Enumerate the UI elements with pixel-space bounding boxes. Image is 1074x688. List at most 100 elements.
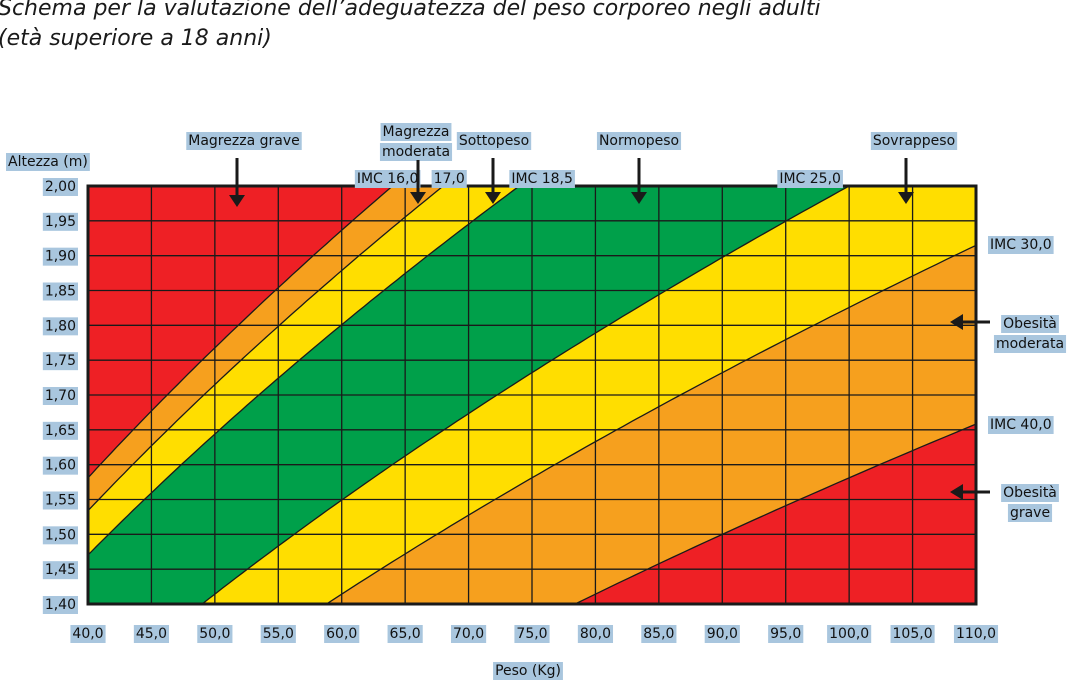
category-labels: Magrezza grave Magrezza moderata Sottopeso N… (186, 123, 1067, 522)
y-tick-label: 1,55 (42, 491, 78, 510)
arrow-head-icon (950, 314, 963, 330)
category-magrezza-moderata-line-text: moderata (382, 144, 450, 160)
bmi-curves (88, 186, 976, 604)
bmi-label-40: IMC 40,0 (988, 416, 1054, 434)
category-normopeso: Normopeso (596, 132, 682, 204)
bmi-label-30: IMC 30,0 (988, 236, 1054, 254)
x-tick-label: 100,0 (827, 625, 872, 643)
category-sottopeso-line-text: Sottopeso (459, 133, 529, 149)
x-tick-label: 95,0 (768, 625, 804, 643)
x-tick-label: 65,0 (387, 625, 423, 643)
x-tick-label: 50,0 (197, 625, 233, 643)
arrow-head-icon (485, 192, 501, 204)
x-tick-label-text: 85,0 (643, 626, 674, 642)
y-tick-label-text: 1,95 (45, 214, 76, 230)
x-tick-label: 45,0 (133, 625, 170, 643)
zone-obesita-grave (575, 424, 976, 604)
bmi-curve-17 (88, 186, 444, 512)
y-tick-label: 1,90 (42, 247, 78, 266)
category-obesita-grave-line-text: Obesità (1003, 485, 1057, 501)
x-axis-label: Peso (Kg) (493, 662, 563, 680)
x-tick-label: 40,0 (70, 625, 106, 643)
bmi-label-16: IMC 16,0 (354, 170, 421, 188)
category-sovrappeso-line-text: Sovrappeso (873, 133, 955, 149)
y-tick-label: 2,00 (42, 178, 78, 196)
arrow-head-icon (631, 192, 647, 204)
y-axis-label-text: Altezza (m) (8, 154, 88, 170)
x-tick-label: 90,0 (704, 625, 740, 643)
bmi-curve-40 (574, 423, 976, 604)
x-tick-label: 105,0 (890, 625, 935, 643)
category-sottopeso: Sottopeso (456, 132, 532, 204)
y-tick-label: 1,65 (42, 421, 78, 440)
bmi-label-40-text: IMC 40,0 (990, 417, 1052, 433)
y-tick-label-text: 1,50 (45, 527, 76, 543)
category-sovrappeso: Sovrappeso (870, 132, 958, 204)
x-tick-label: 60,0 (324, 625, 360, 643)
chart-title: Schema per la valutazione dell’adeguatez… (0, 0, 821, 54)
title-line-2: (età superiore a 18 anni) (0, 26, 272, 51)
x-tick-label-text: 45,0 (136, 626, 167, 642)
y-tick-label-text: 1,40 (45, 597, 76, 613)
y-tick-label-text: 1,80 (45, 318, 76, 334)
x-tick-label: 85,0 (641, 625, 677, 643)
category-normopeso-line-text: Normopeso (599, 133, 679, 149)
x-tick-label-text: 75,0 (516, 626, 547, 642)
arrow-head-icon (950, 484, 963, 500)
category-obesita-grave-line-text: grave (1010, 505, 1050, 521)
bmi-label-17: 17,0 (431, 170, 467, 188)
y-tick-label-text: 1,85 (45, 284, 76, 300)
zone-obesita-moderata (326, 245, 976, 604)
x-tick-label-text: 40,0 (72, 626, 103, 642)
x-tick-label-text: 50,0 (199, 626, 230, 642)
category-obesita-moderata-line-text: Obesità (1003, 316, 1057, 332)
category-obesita-moderata-line: moderata (993, 335, 1067, 353)
y-tick-label: 1,95 (42, 212, 78, 231)
title-line-1: Schema per la valutazione dell’adeguatez… (0, 0, 821, 21)
bmi-threshold-labels: IMC 16,0 17,0 IMC 18,5 IMC 25,0 IMC 30,0 IMC … (354, 170, 1054, 434)
bmi-label-18-5: IMC 18,5 (509, 170, 575, 188)
y-tick-label-text: 2,00 (45, 179, 76, 195)
x-tick-label: 75,0 (514, 625, 550, 643)
bmi-label-30-text: IMC 30,0 (990, 237, 1052, 253)
bmi-label-25: IMC 25,0 (777, 170, 843, 188)
y-tick-label: 1,70 (42, 387, 78, 405)
y-tick-label-text: 1,45 (45, 562, 76, 578)
y-tick-label: 1,40 (42, 596, 78, 614)
arrow-head-icon (410, 192, 426, 204)
category-obesita-grave-line: grave (1007, 504, 1053, 522)
bmi-curve-18-5 (88, 186, 520, 556)
y-axis-label: Altezza (m) (6, 153, 90, 171)
bmi-label-16-text: IMC 16,0 (357, 171, 419, 187)
category-obesita-moderata-line: Obesità (1001, 315, 1059, 333)
y-tick-label: 1,80 (42, 317, 78, 336)
category-obesita-moderata: Obesità moderata (950, 314, 1067, 353)
x-tick-label-text: 100,0 (829, 626, 869, 642)
x-tick-labels: 40,0 45,0 50,0 55,0 60,0 65,0 70,0 75,0 80,0 85,0… (70, 625, 999, 643)
category-normopeso-line: Normopeso (596, 132, 682, 150)
category-magrezza-grave-line-text: Magrezza grave (188, 133, 299, 149)
y-tick-labels: 2,00 1,95 1,90 1,85 1,80 1,75 1,70 1,65 1,60 1,55… (42, 178, 78, 614)
x-tick-label: 55,0 (260, 625, 296, 643)
y-tick-label: 1,75 (42, 352, 78, 371)
category-sottopeso-line: Sottopeso (456, 132, 532, 150)
x-tick-label-text: 110,0 (956, 626, 996, 642)
y-tick-label-text: 1,55 (45, 493, 76, 509)
bmi-label-25-text: IMC 25,0 (779, 171, 841, 187)
x-tick-label: 80,0 (577, 625, 614, 643)
x-tick-label-text: 55,0 (263, 626, 294, 642)
axis-labels: Altezza (m) Peso (Kg) (6, 153, 563, 680)
y-tick-label: 1,50 (42, 526, 78, 545)
category-sovrappeso-line: Sovrappeso (870, 132, 958, 150)
y-tick-label: 1,45 (42, 561, 78, 580)
y-tick-label: 1,60 (42, 456, 78, 475)
bmi-label-17-text: 17,0 (434, 171, 465, 187)
category-magrezza-grave: Magrezza grave (186, 132, 302, 207)
category-magrezza-moderata-line-text: Magrezza (383, 124, 450, 140)
y-tick-label-text: 1,65 (45, 423, 76, 439)
x-tick-label-text: 105,0 (893, 626, 933, 642)
x-tick-label-text: 95,0 (770, 626, 801, 642)
x-tick-label-text: 90,0 (707, 626, 738, 642)
category-magrezza-grave-line: Magrezza grave (186, 132, 302, 150)
zone-magrezza-grave (88, 186, 393, 478)
